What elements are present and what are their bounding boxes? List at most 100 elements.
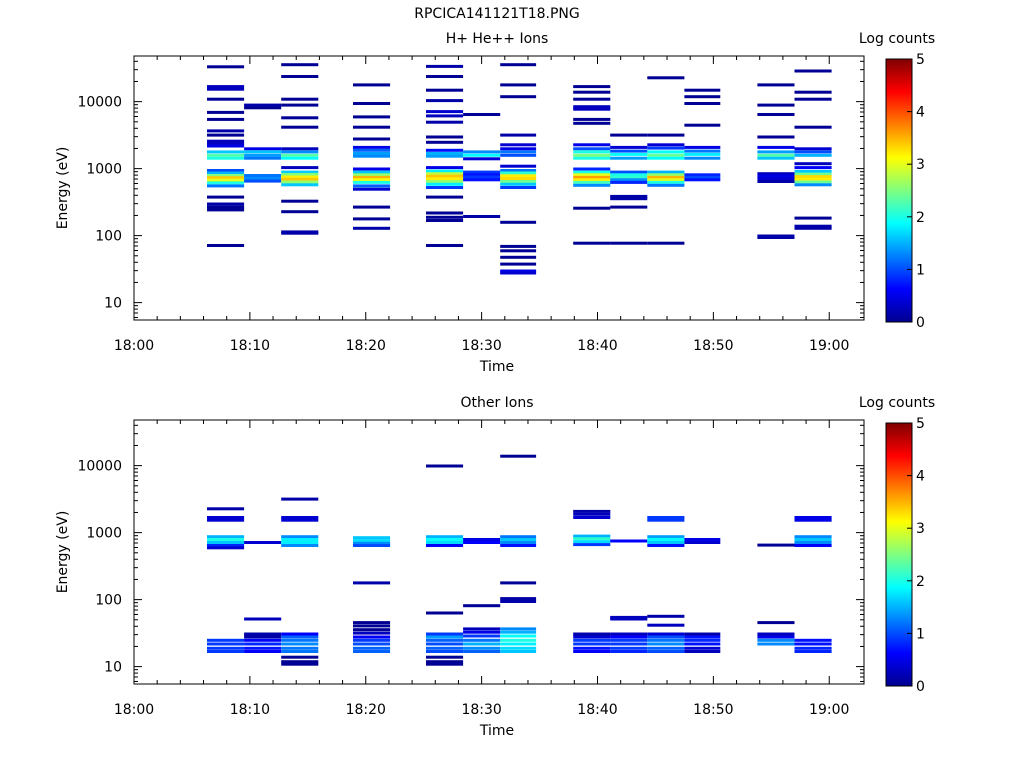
heatmap-cell	[281, 231, 319, 235]
heatmap-cell	[353, 184, 391, 188]
heatmap-cell	[207, 129, 245, 133]
heatmap-cell	[353, 536, 391, 540]
heatmap-cell	[426, 662, 464, 666]
heatmap-cell	[684, 145, 721, 149]
heatmap-cell	[426, 166, 464, 170]
heatmap-cell	[500, 169, 537, 172]
heatmap-cell	[500, 271, 537, 275]
heatmap-cell	[426, 177, 464, 181]
heatmap-cell	[610, 615, 648, 619]
heatmap-cell	[794, 69, 832, 73]
heatmap-cell	[426, 211, 464, 215]
heatmap-cell	[500, 174, 537, 178]
heatmap-cell	[207, 174, 245, 177]
heatmap-cell	[353, 148, 391, 152]
heatmap-cell	[281, 153, 319, 157]
heatmap-cell	[500, 638, 537, 642]
heatmap-cell	[610, 194, 648, 198]
heatmap-cell	[426, 148, 464, 152]
heatmap-cell	[757, 236, 795, 239]
heatmap-cell	[207, 156, 245, 160]
heatmap-cell	[794, 180, 832, 184]
heatmap-cell	[610, 632, 648, 636]
heatmap-cell	[757, 635, 795, 639]
heatmap-cell	[426, 152, 464, 155]
heatmap-cell	[647, 646, 685, 650]
heatmap-cell	[353, 646, 391, 650]
heatmap-cell	[353, 544, 391, 547]
heatmap-cell	[207, 117, 245, 121]
heatmap-cell	[757, 621, 795, 625]
heatmap-cell	[500, 581, 537, 585]
colorbar-tick-label: 4	[916, 469, 925, 485]
panel-title: Other Ions	[460, 395, 533, 411]
heatmap-cell	[684, 635, 721, 639]
heatmap-cell	[426, 75, 464, 78]
heatmap-cell	[500, 535, 537, 539]
heatmap-cell	[207, 171, 245, 175]
heatmap-cell	[281, 541, 319, 544]
heatmap-cell	[573, 543, 611, 547]
heatmap-cell	[500, 650, 537, 653]
heatmap-cell	[500, 454, 537, 458]
heatmap-cell	[500, 249, 537, 253]
heatmap-cell	[647, 153, 685, 157]
y-tick-label: 100	[95, 229, 122, 245]
heatmap-cell	[500, 133, 537, 137]
heatmap-cell	[684, 152, 721, 156]
heatmap-cell	[353, 187, 391, 191]
heatmap-cell	[353, 650, 391, 653]
heatmap-cell	[281, 175, 319, 179]
heatmap-cell	[281, 518, 319, 522]
heatmap-cell	[353, 83, 391, 87]
heatmap-cell	[684, 149, 721, 153]
heatmap-cell	[757, 174, 795, 178]
heatmap-cell	[573, 97, 611, 101]
heatmap-cell	[281, 535, 319, 539]
heatmap-cell	[647, 143, 685, 147]
heatmap-cell	[647, 638, 685, 642]
heatmap-cell	[610, 642, 648, 646]
heatmap-cell	[463, 630, 501, 634]
heatmap-cell	[353, 205, 391, 209]
heatmap-cell	[794, 518, 832, 522]
heatmap-cell	[244, 153, 282, 157]
heatmap-cell	[610, 539, 648, 543]
colorbar-tick-label: 1	[916, 262, 925, 278]
heatmap-cell	[207, 544, 245, 547]
heatmap-cell	[573, 143, 611, 147]
colorbar-tick-label: 0	[916, 315, 925, 331]
heatmap-cell	[207, 535, 245, 539]
heatmap-cell	[244, 646, 282, 650]
heatmap-cell	[500, 220, 537, 224]
heatmap-cell	[207, 184, 245, 188]
colorbar-label: Log counts	[859, 395, 935, 411]
heatmap-cell	[684, 632, 721, 636]
heatmap-cell	[353, 125, 391, 129]
heatmap-cell	[353, 180, 391, 184]
heatmap-cell	[500, 269, 537, 273]
heatmap-cell	[647, 516, 685, 519]
heatmap-cell	[207, 518, 245, 522]
heatmap-cell	[281, 199, 319, 203]
heatmap-cell	[647, 635, 685, 639]
heatmap-cell	[281, 75, 319, 78]
heatmap-cell	[647, 175, 685, 179]
heatmap-cell	[281, 660, 319, 664]
heatmap-cell	[207, 176, 245, 180]
heatmap-cell	[463, 175, 501, 179]
heatmap-cell	[500, 646, 537, 650]
heatmap-cell	[353, 137, 391, 141]
heatmap-cell	[463, 113, 501, 116]
heatmap-cell	[281, 516, 319, 519]
heatmap-cell	[281, 170, 319, 174]
heatmap-cell	[207, 208, 245, 212]
heatmap-cell	[610, 646, 648, 650]
heatmap-cell	[281, 544, 319, 547]
heatmap-cell	[757, 150, 795, 154]
heatmap-cell	[426, 219, 464, 222]
heatmap-cell	[573, 107, 611, 111]
heatmap-cell	[500, 634, 537, 638]
plot-frame	[133, 55, 865, 321]
heatmap-cell	[244, 617, 282, 621]
